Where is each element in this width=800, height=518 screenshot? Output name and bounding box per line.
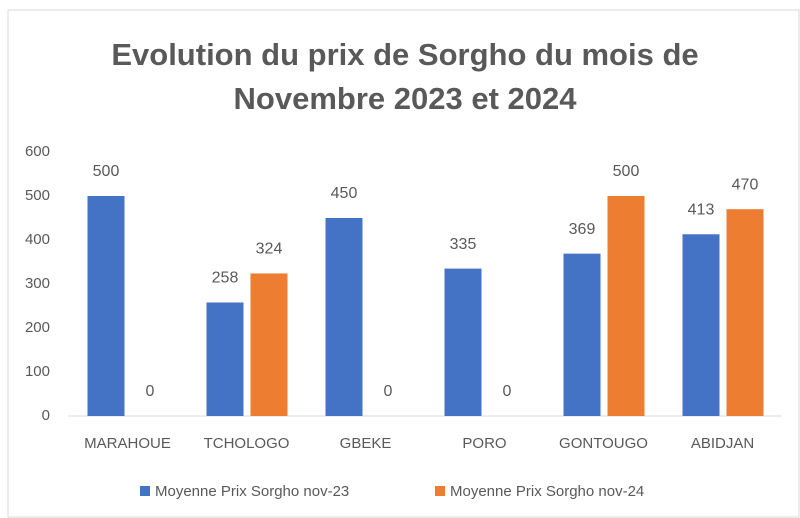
y-tick-label: 500	[25, 187, 50, 204]
y-tick-label: 600	[25, 143, 50, 160]
bar	[87, 196, 125, 416]
legend-swatch	[435, 486, 445, 496]
bar	[325, 218, 363, 416]
bar	[250, 273, 288, 416]
bar	[444, 268, 482, 416]
chart-title: Evolution du prix de Sorgho du mois de	[111, 37, 698, 72]
data-label: 470	[732, 176, 759, 193]
x-tick-label: GBEKE	[340, 435, 392, 452]
data-label: 369	[569, 221, 596, 238]
data-label: 450	[331, 185, 358, 202]
y-tick-label: 400	[25, 231, 50, 248]
chart-frame	[7, 9, 800, 518]
bar	[726, 209, 764, 416]
legend-label: Moyenne Prix Sorgho nov-23	[155, 483, 349, 500]
data-label: 0	[503, 383, 512, 400]
data-label: 0	[146, 383, 155, 400]
legend-swatch	[140, 486, 150, 496]
legend-label: Moyenne Prix Sorgho nov-24	[450, 483, 644, 500]
data-label: 324	[256, 241, 283, 258]
y-tick-label: 100	[25, 363, 50, 380]
data-label: 258	[212, 270, 239, 287]
y-tick-label: 300	[25, 275, 50, 292]
chart-title: Novembre 2023 et 2024	[234, 81, 578, 116]
x-tick-label: ABIDJAN	[691, 435, 754, 452]
y-tick-label: 0	[42, 407, 50, 424]
x-tick-label: TCHOLOGO	[204, 435, 290, 452]
bar	[607, 196, 645, 416]
data-label: 335	[450, 236, 477, 253]
x-tick-label: GONTOUGO	[559, 435, 648, 452]
data-label: 500	[93, 163, 120, 180]
y-tick-label: 200	[25, 319, 50, 336]
bar	[563, 253, 601, 416]
x-tick-label: MARAHOUE	[84, 435, 171, 452]
data-label: 413	[688, 201, 715, 218]
x-tick-label: PORO	[462, 435, 506, 452]
bar	[682, 234, 720, 416]
bar	[206, 302, 244, 416]
data-label: 0	[384, 383, 393, 400]
data-label: 500	[613, 163, 640, 180]
